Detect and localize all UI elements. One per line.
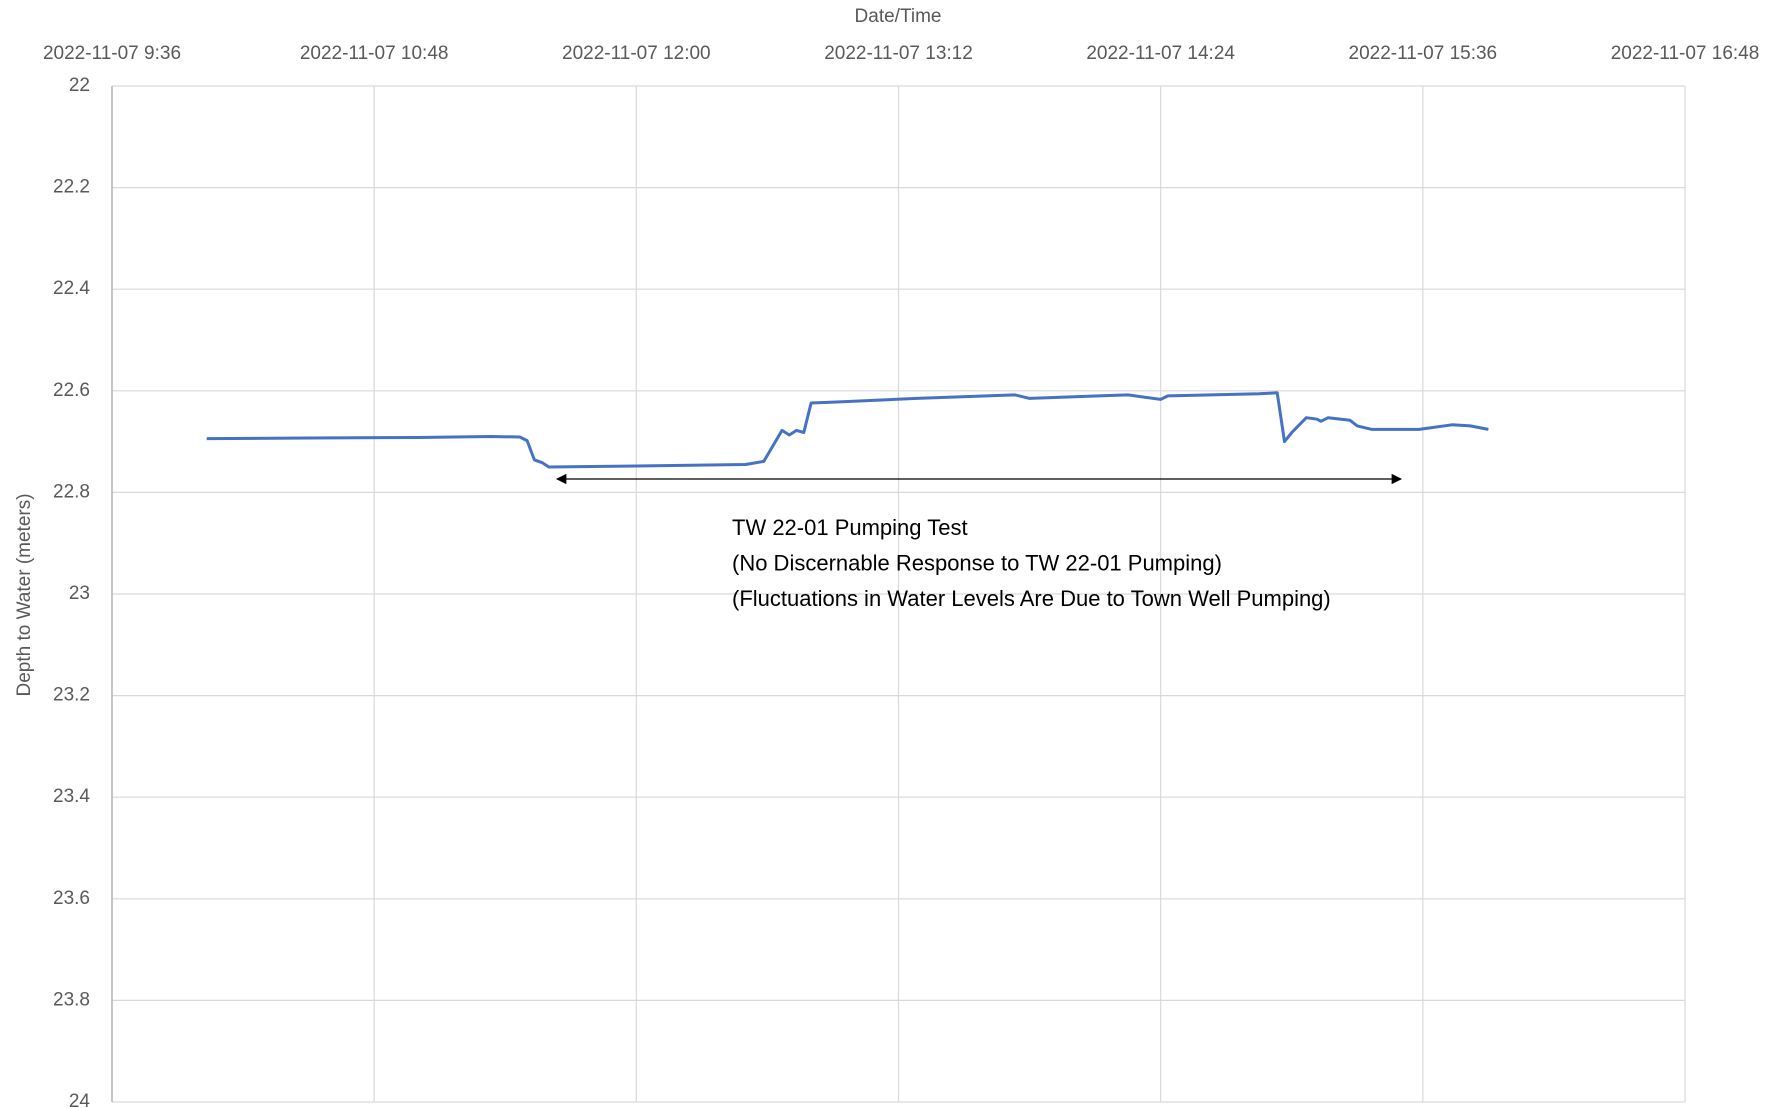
annotation-text: (No Discernable Response to TW 22-01 Pum… <box>732 551 1222 576</box>
y-tick-label: 23.2 <box>53 685 90 706</box>
annotation-text: TW 22-01 Pumping Test <box>732 515 968 540</box>
x-tick-label: 2022-11-07 9:36 <box>43 43 181 64</box>
x-tick-label: 2022-11-07 13:12 <box>824 43 973 64</box>
x-tick-label: 2022-11-07 14:24 <box>1086 43 1235 64</box>
y-tick-label: 22.2 <box>53 177 90 198</box>
y-tick-label: 24 <box>69 1091 91 1108</box>
y-tick-label: 22.4 <box>53 278 90 299</box>
y-tick-label: 22 <box>69 75 90 96</box>
x-axis-title: Date/Time <box>855 6 942 27</box>
data-line <box>206 391 1489 469</box>
x-tick-label: 2022-11-07 15:36 <box>1349 43 1498 64</box>
y-tick-label: 23.4 <box>53 786 90 807</box>
y-tick-label: 23.6 <box>53 888 90 909</box>
x-tick-label: 2022-11-07 12:00 <box>562 43 711 64</box>
y-axis-title: Depth to Water (meters) <box>14 493 35 696</box>
y-tick-label: 23 <box>69 583 90 604</box>
y-tick-label: 23.8 <box>53 989 90 1010</box>
annotation-text: (Fluctuations in Water Levels Are Due to… <box>732 586 1331 611</box>
x-tick-label: 2022-11-07 16:48 <box>1611 43 1760 64</box>
x-tick-label: 2022-11-07 10:48 <box>300 43 449 64</box>
y-tick-label: 22.8 <box>53 481 90 502</box>
y-tick-label: 22.6 <box>53 380 90 401</box>
